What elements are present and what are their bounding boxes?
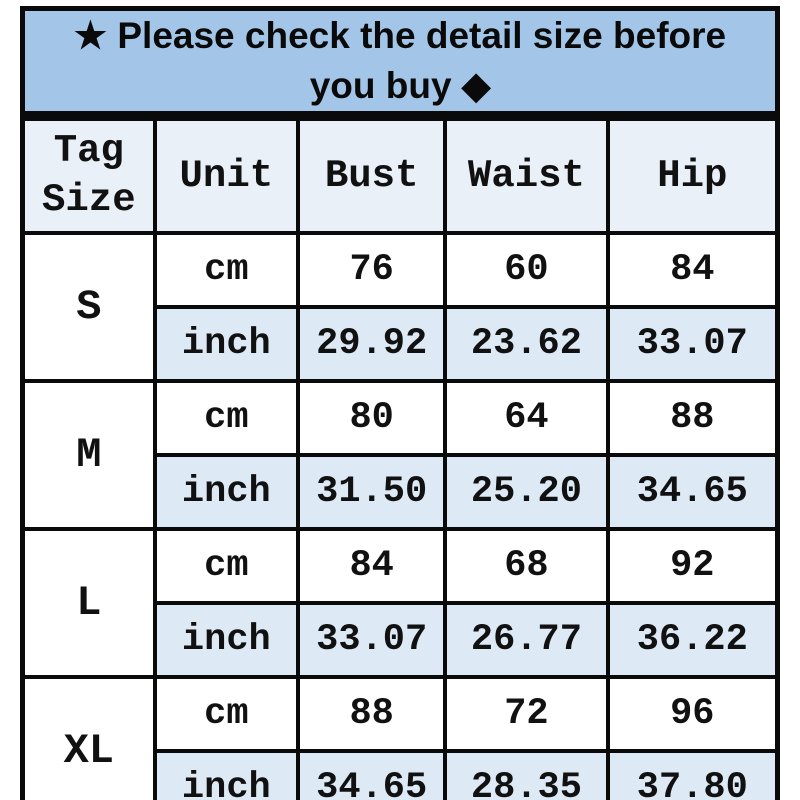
hip-value: 37.80 [605,749,780,800]
bust-value: 88 [296,675,448,753]
unit-cell: cm [152,527,301,605]
bust-value: 29.92 [296,305,448,383]
header-bust: Bust [296,116,448,235]
unit-cell: cm [152,231,301,309]
banner-text-2: you buy [309,65,452,106]
banner-line-2: you buy ◆ [25,61,775,111]
header-row: Tag Size Unit Bust Waist Hip [20,116,780,235]
unit-cell: inch [152,749,301,800]
table-row-xl-inch: inch 34.65 28.35 37.80 [23,749,780,800]
table-row-s-inch: inch 29.92 23.62 33.07 [23,305,780,383]
unit-cell: cm [152,379,301,457]
size-label-l: L [20,527,157,679]
size-chart-container: ★ Please check the detail size before yo… [20,6,780,800]
banner-text-1: Please check the detail size before [117,15,727,57]
header-unit: Unit [152,116,301,235]
unit-cell: inch [152,453,301,531]
size-label-s: S [20,231,157,383]
bust-value: 33.07 [296,601,448,679]
hip-value: 36.22 [605,601,780,679]
hip-value: 96 [605,675,780,753]
bust-value: 34.65 [296,749,448,800]
bust-value: 80 [296,379,448,457]
waist-value: 64 [443,379,610,457]
hip-value: 92 [605,527,780,605]
banner-line-1: ★ Please check the detail size before [25,11,775,61]
waist-value: 25.20 [443,453,610,531]
table-row-m-inch: inch 31.50 25.20 34.65 [23,453,780,531]
table-row-m-cm: M cm 80 64 88 [20,379,780,531]
waist-value: 23.62 [443,305,610,383]
size-chart-table: Tag Size Unit Bust Waist Hip S cm 76 60 … [20,116,780,800]
size-label-m: M [20,379,157,531]
waist-value: 60 [443,231,610,309]
table-row-s-cm: S cm 76 60 84 [20,231,780,383]
warning-banner: ★ Please check the detail size before yo… [20,6,780,116]
hip-value: 84 [605,231,780,309]
star-icon: ★ [73,15,108,57]
bust-value: 76 [296,231,448,309]
waist-value: 72 [443,675,610,753]
waist-value: 68 [443,527,610,605]
hip-value: 34.65 [605,453,780,531]
waist-value: 26.77 [443,601,610,679]
bust-value: 31.50 [296,453,448,531]
diamond-icon: ◆ [461,65,491,106]
bust-value: 84 [296,527,448,605]
table-row-l-inch: inch 33.07 26.77 36.22 [23,601,780,679]
size-label-xl: XL [20,675,157,800]
unit-cell: cm [152,675,301,753]
header-waist: Waist [443,116,610,235]
hip-value: 88 [605,379,780,457]
hip-value: 33.07 [605,305,780,383]
header-tag-size: Tag Size [20,116,157,235]
unit-cell: inch [152,305,301,383]
waist-value: 28.35 [443,749,610,800]
header-hip: Hip [605,116,780,235]
table-row-l-cm: L cm 84 68 92 [20,527,780,679]
table-row-xl-cm: XL cm 88 72 96 [20,675,780,800]
unit-cell: inch [152,601,301,679]
